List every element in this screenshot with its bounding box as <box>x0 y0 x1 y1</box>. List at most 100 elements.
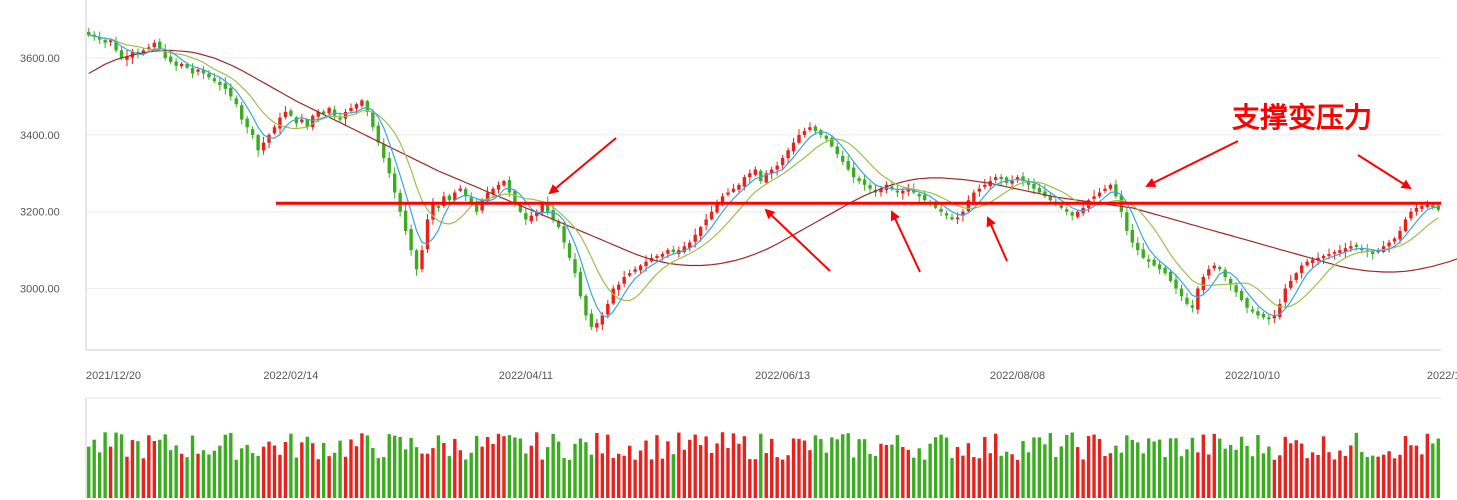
candle-body <box>917 193 921 197</box>
volume-bar <box>97 452 102 498</box>
y-tick-label: 3400.00 <box>20 130 60 142</box>
candle-body <box>393 173 397 193</box>
volume-bar <box>890 444 894 498</box>
candle-body <box>1212 265 1216 269</box>
volume-bar <box>1256 434 1260 498</box>
candle-body <box>983 184 987 187</box>
candle-body <box>376 125 381 143</box>
volume-bar <box>535 432 539 498</box>
volume-bar <box>1332 459 1337 498</box>
volume-bar <box>868 453 872 498</box>
volume-bar <box>491 443 495 498</box>
volume-bar <box>245 444 249 498</box>
volume-bar <box>1075 447 1080 498</box>
candle-body <box>1256 311 1260 316</box>
candle-body <box>425 219 430 250</box>
volume-bar <box>622 455 626 498</box>
annotation-arrow <box>890 210 921 273</box>
volume-bar <box>1289 443 1293 498</box>
ma5-line <box>88 34 1439 318</box>
candle-body <box>1310 259 1315 264</box>
candle-body <box>753 169 757 175</box>
volume-bar <box>1321 436 1326 498</box>
candle-body <box>464 189 468 197</box>
volume-bar <box>1092 434 1096 498</box>
candle-body <box>1299 265 1304 273</box>
volume-bar <box>780 459 785 498</box>
volume-bar <box>1157 439 1162 498</box>
candle-body <box>294 117 299 124</box>
volume-bar <box>152 440 156 498</box>
candle-body <box>573 259 577 274</box>
candle-body <box>535 211 539 217</box>
volume-bar <box>480 446 484 498</box>
volume-bar <box>644 440 648 498</box>
candle-body <box>1327 253 1331 256</box>
volume-bar <box>141 458 146 498</box>
volume-bar <box>1152 441 1156 498</box>
candle-body <box>1305 261 1309 266</box>
volume-bar <box>316 459 320 498</box>
volume-bar <box>627 445 632 498</box>
volume-bar <box>1365 456 1369 498</box>
volume-bar <box>1168 438 1173 498</box>
volume-bar <box>584 442 588 498</box>
volume-bar <box>879 443 883 498</box>
candle-body <box>895 190 900 193</box>
volume-bar <box>786 455 790 498</box>
candle-body <box>802 131 807 135</box>
volume-bar <box>1414 445 1419 498</box>
candle-body <box>1228 278 1233 285</box>
volume-bar <box>207 454 211 498</box>
volume-bar <box>966 443 971 498</box>
volume-bar <box>327 456 331 498</box>
volume-bar <box>1316 454 1320 498</box>
volume-bar <box>797 438 801 498</box>
candle-body <box>321 111 326 114</box>
candle-body <box>682 246 686 253</box>
candle-body <box>748 173 752 178</box>
volume-bar <box>709 452 714 498</box>
candle-body <box>600 315 605 325</box>
candle-body <box>1420 205 1424 209</box>
volume-bar <box>1360 452 1364 498</box>
volume-bar <box>748 459 752 498</box>
candle-body <box>666 250 670 254</box>
candle-body <box>453 192 457 201</box>
volume-bar <box>606 434 610 498</box>
candle-body <box>278 117 282 129</box>
volume-bar <box>737 443 741 498</box>
candle-body <box>502 181 506 186</box>
candle-body <box>1026 180 1031 185</box>
candle-body <box>480 200 484 211</box>
candle-body <box>1114 184 1118 197</box>
candle-body <box>1163 267 1167 274</box>
volume-bar <box>1070 432 1074 498</box>
volume-bar <box>529 445 533 498</box>
candle-body <box>1059 205 1063 208</box>
candle-body <box>562 226 566 243</box>
candle-body <box>1332 252 1337 254</box>
volume-bar <box>917 448 921 498</box>
volume-bar <box>349 439 353 498</box>
candle-body <box>141 50 146 54</box>
candle-body <box>1097 192 1102 197</box>
volume-bar <box>234 459 238 498</box>
volume-bar <box>1403 436 1408 498</box>
volume-bar <box>1299 443 1304 498</box>
candle-body <box>354 104 359 109</box>
volume-bar <box>1338 450 1342 498</box>
candle-body <box>726 192 730 195</box>
volume-bar <box>802 440 807 498</box>
candle-body <box>1015 177 1020 181</box>
volume-bar <box>600 453 605 498</box>
candle-body <box>108 40 113 43</box>
candle-body <box>1010 181 1014 184</box>
candle-body <box>349 108 353 112</box>
candle-body <box>999 176 1003 180</box>
volume-bar <box>289 433 293 498</box>
volume-bar <box>1381 454 1386 498</box>
candle-body <box>316 111 320 117</box>
candle-body <box>1190 305 1195 308</box>
candle-body <box>709 211 714 220</box>
